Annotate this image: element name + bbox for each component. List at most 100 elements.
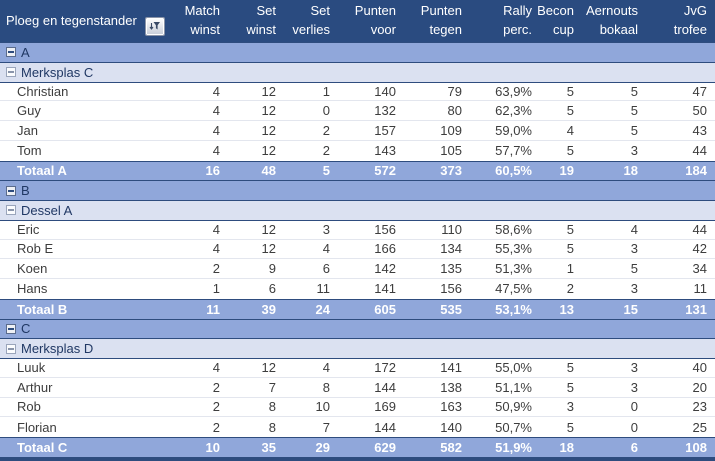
value-cell: 11 — [693, 281, 708, 297]
row-name-cell: Jan — [17, 122, 38, 138]
value-cell: 12 — [261, 83, 276, 99]
team-band-label-cell: Merksplas C — [0, 63, 715, 82]
header-label-ploeg: Ploeg en tegenstander — [6, 12, 137, 28]
value-cell: 44 — [692, 143, 707, 159]
value-cell: 2 — [212, 379, 220, 395]
row-name-cell: Totaal C — [17, 439, 68, 455]
value-cell: 2 — [566, 281, 574, 297]
value-cell: 29 — [315, 439, 330, 455]
group-band-label: A — [21, 44, 30, 60]
collapse-icon[interactable] — [6, 185, 16, 196]
row-name-cell: Koen — [17, 261, 48, 277]
header-cell: Set verlies — [284, 0, 338, 42]
row-name-cell: Totaal B — [17, 301, 68, 317]
value-cell: 1 — [212, 281, 220, 297]
header-label-bottom: verlies — [292, 22, 330, 37]
value-cell: 2 — [212, 399, 220, 415]
value-cell: 4 — [212, 222, 220, 238]
value-cell: 4 — [322, 241, 330, 257]
value-cell: 8 — [268, 419, 276, 435]
value-cell: 24 — [315, 301, 330, 317]
value-cell: 144 — [374, 379, 396, 395]
value-cell: 141 — [374, 281, 396, 297]
sort-filter-icon[interactable] — [144, 16, 165, 36]
value-cell: 131 — [685, 301, 707, 317]
row-name-cell: Christian — [17, 83, 69, 99]
value-cell: 105 — [440, 143, 462, 159]
value-cell: 4 — [212, 241, 220, 257]
value-cell: 39 — [261, 301, 276, 317]
total-row: Totaal B 11 39 24 605 535 53,1% 13 15 131 — [0, 298, 715, 319]
group-band-label: B — [21, 183, 30, 199]
row-name-cell: Rob — [17, 399, 41, 415]
value-cell: 20 — [692, 379, 707, 395]
header-cell: Punten tegen — [404, 0, 470, 42]
value-cell: 156 — [440, 281, 462, 297]
value-cell: 62,3% — [495, 103, 532, 119]
value-cell: 63,9% — [495, 83, 532, 99]
value-cell: 629 — [374, 439, 396, 455]
value-cell: 5 — [566, 379, 574, 395]
collapse-icon[interactable] — [6, 67, 16, 78]
value-cell: 4 — [212, 83, 220, 99]
value-cell: 5 — [630, 261, 638, 277]
value-cell: 0 — [630, 419, 638, 435]
total-row: Totaal C 10 35 29 629 582 51,9% 18 6 108 — [0, 437, 715, 457]
value-cell: 184 — [685, 163, 707, 179]
value-cell: 4 — [322, 360, 330, 376]
value-cell: 5 — [566, 143, 574, 159]
value-cell: 59,0% — [495, 122, 532, 138]
player-row: Koen 2 9 6 142 135 51,3% 1 5 34 — [0, 259, 715, 279]
value-cell: 23 — [692, 399, 707, 415]
value-cell: 5 — [322, 163, 330, 179]
value-cell: 157 — [374, 122, 396, 138]
group-band-label-cell: B — [0, 181, 715, 200]
value-cell: 25 — [692, 419, 707, 435]
player-row: Tom 4 12 2 143 105 57,7% 5 3 44 — [0, 140, 715, 161]
header-row: Ploeg en tegenstander Match winst Set winst… — [0, 0, 715, 42]
value-cell: 47 — [692, 83, 707, 99]
value-cell: 144 — [374, 419, 396, 435]
value-cell: 109 — [440, 122, 462, 138]
row-name-cell: Luuk — [17, 360, 46, 376]
value-cell: 4 — [212, 103, 220, 119]
collapse-icon[interactable] — [6, 323, 16, 334]
group-band-label-cell: A — [0, 43, 715, 62]
team-band-label-cell: Merksplas D — [0, 339, 715, 358]
group-band-label-cell: C — [0, 320, 715, 339]
collapse-icon[interactable] — [6, 343, 16, 354]
value-cell: 108 — [685, 439, 707, 455]
value-cell: 18 — [623, 163, 638, 179]
header-label-bottom: cup — [553, 22, 574, 37]
value-cell: 2 — [322, 143, 330, 159]
value-cell: 4 — [212, 360, 220, 376]
value-cell: 55,0% — [495, 360, 532, 376]
value-cell: 8 — [322, 379, 330, 395]
value-cell: 4 — [212, 143, 220, 159]
value-cell: 156 — [374, 222, 396, 238]
value-cell: 138 — [440, 379, 462, 395]
row-name-cell: Hans — [17, 281, 48, 297]
value-cell: 12 — [261, 222, 276, 238]
value-cell: 10 — [315, 399, 330, 415]
value-cell: 3 — [630, 241, 638, 257]
value-cell: 6 — [322, 261, 330, 277]
header-cell: Aernouts bokaal — [582, 0, 646, 42]
next-band-edge — [0, 456, 715, 461]
value-cell: 16 — [205, 163, 220, 179]
value-cell: 166 — [374, 241, 396, 257]
value-cell: 35 — [261, 439, 276, 455]
row-name-cell: Tom — [17, 143, 42, 159]
value-cell: 3 — [630, 281, 638, 297]
group-band: A — [0, 42, 715, 62]
value-cell: 13 — [559, 301, 574, 317]
value-cell: 44 — [692, 222, 707, 238]
collapse-icon[interactable] — [6, 47, 16, 58]
value-cell: 1 — [322, 83, 330, 99]
group-band-label: C — [21, 321, 31, 337]
group-band: B — [0, 180, 715, 200]
value-cell: 572 — [374, 163, 396, 179]
team-band: Merksplas C — [0, 61, 715, 82]
collapse-icon[interactable] — [6, 205, 16, 216]
value-cell: 5 — [630, 122, 638, 138]
